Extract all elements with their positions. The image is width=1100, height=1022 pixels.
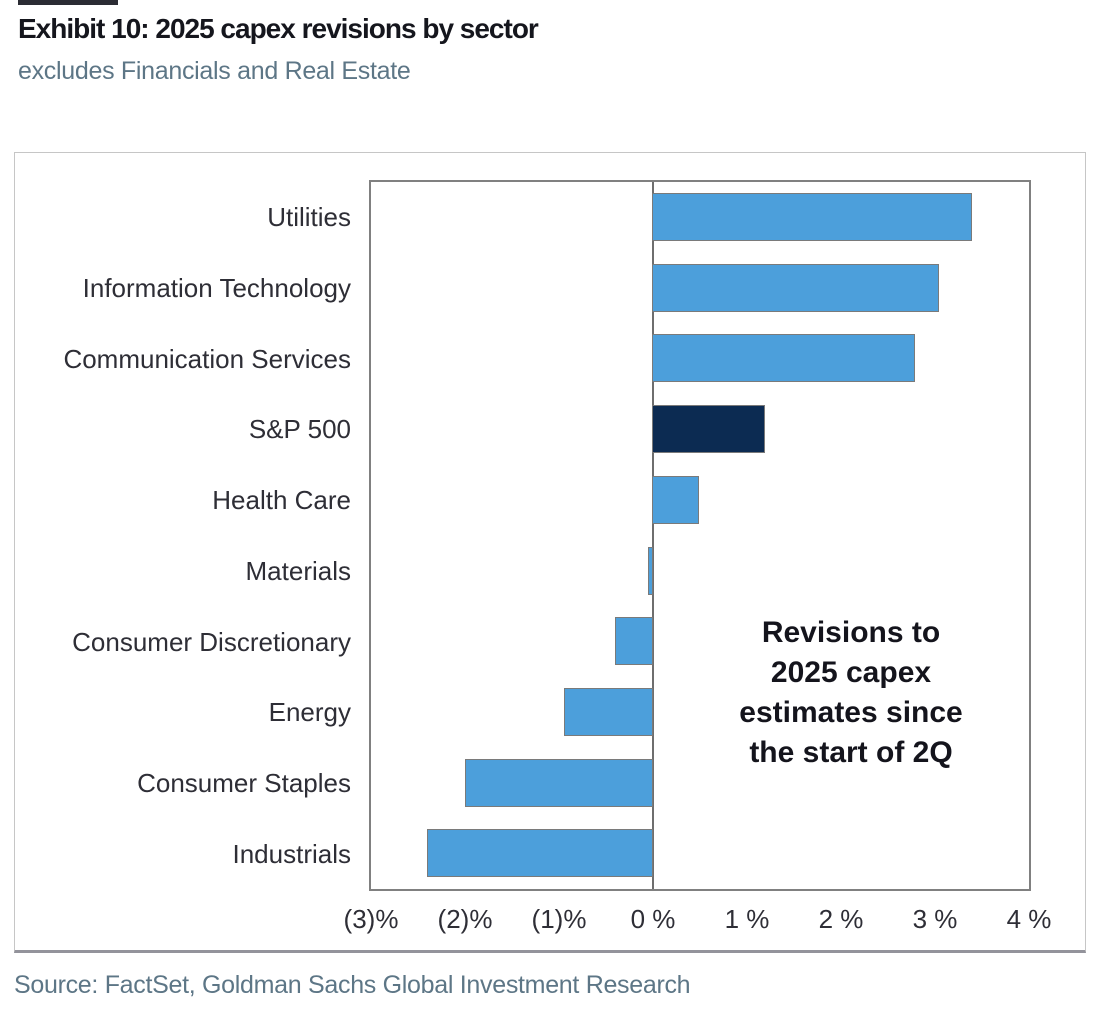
x-tick-label-1: 1 % bbox=[724, 904, 770, 934]
bar-consumer-discretionary bbox=[615, 617, 653, 666]
source-note: Source: FactSet, Goldman Sachs Global In… bbox=[14, 971, 691, 999]
bar-utilities bbox=[652, 193, 972, 241]
category-label-utilities: Utilities bbox=[267, 202, 351, 233]
bar-health-care bbox=[652, 475, 699, 524]
category-label-energy: Energy bbox=[268, 697, 351, 728]
category-label-communication-services: Communication Services bbox=[63, 343, 351, 374]
category-label-s-p-500: S&P 500 bbox=[248, 414, 351, 445]
zero-axis-line bbox=[652, 182, 654, 889]
chart-annotation: Revisions to 2025 capex estimates since … bbox=[739, 616, 963, 769]
exhibit-top-rule bbox=[18, 0, 118, 5]
bar-consumer-staples bbox=[465, 758, 653, 807]
category-label-consumer-discretionary: Consumer Discretionary bbox=[72, 626, 351, 657]
category-label-industrials: Industrials bbox=[232, 838, 352, 869]
x-tick-label-3: 3 % bbox=[912, 904, 958, 934]
bar-energy bbox=[563, 687, 653, 736]
category-label-materials: Materials bbox=[245, 555, 351, 586]
bar-industrials bbox=[427, 829, 653, 878]
x-tick-label-1-neg: (1)% bbox=[531, 904, 587, 934]
figure-box: Revisions to 2025 capex estimates since … bbox=[14, 152, 1086, 953]
category-label-consumer-staples: Consumer Staples bbox=[137, 767, 351, 798]
bar-s-p-500 bbox=[652, 405, 765, 454]
bar-communication-services bbox=[652, 334, 916, 383]
category-label-information-technology: Information Technology bbox=[82, 273, 351, 304]
category-label-health-care: Health Care bbox=[212, 485, 351, 516]
exhibit-title: Exhibit 10: 2025 capex revisions by sect… bbox=[18, 13, 539, 44]
plot-area bbox=[369, 180, 1031, 891]
x-tick-label-0: 0 % bbox=[630, 904, 676, 934]
bar-information-technology bbox=[652, 263, 939, 312]
x-tick-label-2: 2 % bbox=[818, 904, 864, 934]
exhibit-subtitle: excludes Financials and Real Estate bbox=[18, 57, 411, 85]
x-tick-label-3-neg: (3)% bbox=[343, 904, 399, 934]
bar-materials bbox=[648, 546, 653, 595]
x-tick-label-4: 4 % bbox=[1006, 904, 1052, 934]
x-tick-label-2-neg: (2)% bbox=[437, 904, 493, 934]
